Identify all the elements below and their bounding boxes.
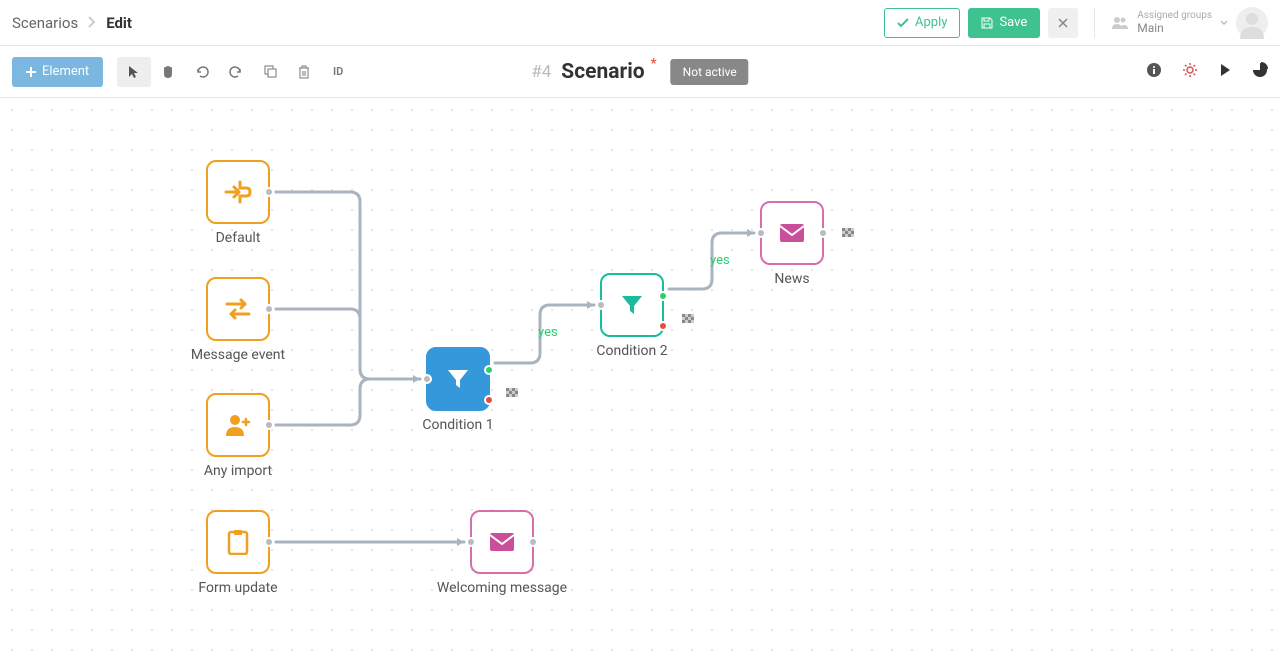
end-flag-icon xyxy=(506,388,518,403)
delete-button[interactable] xyxy=(287,57,321,87)
port-no[interactable] xyxy=(484,395,494,405)
undo-icon xyxy=(195,65,209,79)
scenario-number: #4 xyxy=(531,62,551,82)
hand-icon xyxy=(161,65,175,79)
close-icon xyxy=(1058,18,1068,28)
scenario-title: #4 Scenario * Not active xyxy=(531,59,748,85)
clipboard-icon xyxy=(227,529,249,555)
apply-label: Apply xyxy=(915,15,947,30)
add-element-label: Element xyxy=(42,64,89,79)
filter-icon xyxy=(620,293,644,317)
add-element-button[interactable]: Element xyxy=(12,57,103,87)
copy-button[interactable] xyxy=(253,57,287,87)
node-label: Message event xyxy=(191,347,285,363)
pointer-tool[interactable] xyxy=(117,57,151,87)
assigned-groups[interactable]: Assigned groups Main xyxy=(1111,10,1228,35)
canvas[interactable]: yes yes Default Message event Any import… xyxy=(0,98,1280,665)
chevron-right-icon xyxy=(88,14,96,32)
node-label: Default xyxy=(216,230,261,246)
save-label: Save xyxy=(999,15,1027,30)
stats-button[interactable] xyxy=(1252,62,1268,82)
node-any-import[interactable]: Any import xyxy=(206,393,270,457)
groups-label: Assigned groups xyxy=(1137,10,1212,21)
port-yes[interactable] xyxy=(484,365,494,375)
node-label: News xyxy=(774,271,809,287)
pie-icon xyxy=(1252,62,1268,78)
port-yes[interactable] xyxy=(658,291,668,301)
end-flag-icon xyxy=(842,228,854,243)
header: Scenarios Edit Apply Save Assigned group… xyxy=(0,0,1280,46)
gear-icon xyxy=(1182,62,1198,78)
port[interactable] xyxy=(264,304,274,314)
node-news[interactable]: News xyxy=(760,201,824,265)
save-button[interactable]: Save xyxy=(968,8,1040,38)
port[interactable] xyxy=(264,537,274,547)
close-button[interactable] xyxy=(1048,8,1078,38)
port[interactable] xyxy=(264,420,274,430)
node-condition-1[interactable]: Condition 1 xyxy=(426,347,490,411)
port[interactable] xyxy=(818,228,828,238)
node-label: Any import xyxy=(204,463,272,479)
tool-group: ID xyxy=(117,57,355,87)
header-actions: Apply Save Assigned groups Main xyxy=(884,7,1268,39)
envelope-icon xyxy=(489,532,515,552)
node-label: Form update xyxy=(198,580,277,596)
pointer-icon xyxy=(128,65,140,79)
redo-button[interactable] xyxy=(219,57,253,87)
breadcrumb-current: Edit xyxy=(106,14,132,32)
port[interactable] xyxy=(422,374,432,384)
breadcrumb: Scenarios Edit xyxy=(12,14,132,32)
toolbar-right xyxy=(1146,62,1268,82)
avatar[interactable] xyxy=(1236,7,1268,39)
port[interactable] xyxy=(466,537,476,547)
port[interactable] xyxy=(596,300,606,310)
divider xyxy=(1094,8,1095,38)
port-no[interactable] xyxy=(658,321,668,331)
groups-value: Main xyxy=(1137,21,1164,35)
play-icon xyxy=(1218,63,1232,77)
node-welcoming-message[interactable]: Welcoming message xyxy=(470,510,534,574)
status-badge[interactable]: Not active xyxy=(671,59,749,85)
port[interactable] xyxy=(528,537,538,547)
chevron-down-icon xyxy=(1220,20,1228,26)
node-condition-2[interactable]: Condition 2 xyxy=(600,273,664,337)
end-flag-icon xyxy=(682,314,694,329)
node-label: Welcoming message xyxy=(437,580,567,596)
node-default[interactable]: Default xyxy=(206,160,270,224)
copy-icon xyxy=(264,65,277,78)
redo-icon xyxy=(229,65,243,79)
toolbar: Element ID #4 Scenario * Not active xyxy=(0,46,1280,98)
id-button[interactable]: ID xyxy=(321,57,355,87)
breadcrumb-parent[interactable]: Scenarios xyxy=(12,14,78,32)
edge-label-yes-1: yes xyxy=(538,325,558,340)
envelope-icon xyxy=(779,223,805,243)
node-label: Condition 2 xyxy=(596,343,667,359)
pan-tool[interactable] xyxy=(151,57,185,87)
enter-icon xyxy=(224,180,252,204)
info-icon xyxy=(1146,62,1162,78)
swap-icon xyxy=(225,298,251,320)
edge-label-yes-2: yes xyxy=(710,253,730,268)
undo-button[interactable] xyxy=(185,57,219,87)
user-plus-icon xyxy=(224,413,252,437)
node-label: Condition 1 xyxy=(422,417,493,433)
node-form-update[interactable]: Form update xyxy=(206,510,270,574)
apply-button[interactable]: Apply xyxy=(884,8,960,38)
scenario-name[interactable]: Scenario xyxy=(561,60,644,84)
port[interactable] xyxy=(756,228,766,238)
save-icon xyxy=(981,17,993,29)
info-button[interactable] xyxy=(1146,62,1162,82)
groups-icon xyxy=(1111,16,1129,30)
settings-button[interactable] xyxy=(1182,62,1198,82)
check-icon xyxy=(897,18,909,28)
plus-icon xyxy=(26,67,36,77)
play-button[interactable] xyxy=(1218,62,1232,81)
port[interactable] xyxy=(264,187,274,197)
unsaved-indicator: * xyxy=(651,56,657,72)
filter-icon xyxy=(446,367,470,391)
node-message-event[interactable]: Message event xyxy=(206,277,270,341)
connectors xyxy=(0,98,1280,665)
trash-icon xyxy=(298,65,310,79)
